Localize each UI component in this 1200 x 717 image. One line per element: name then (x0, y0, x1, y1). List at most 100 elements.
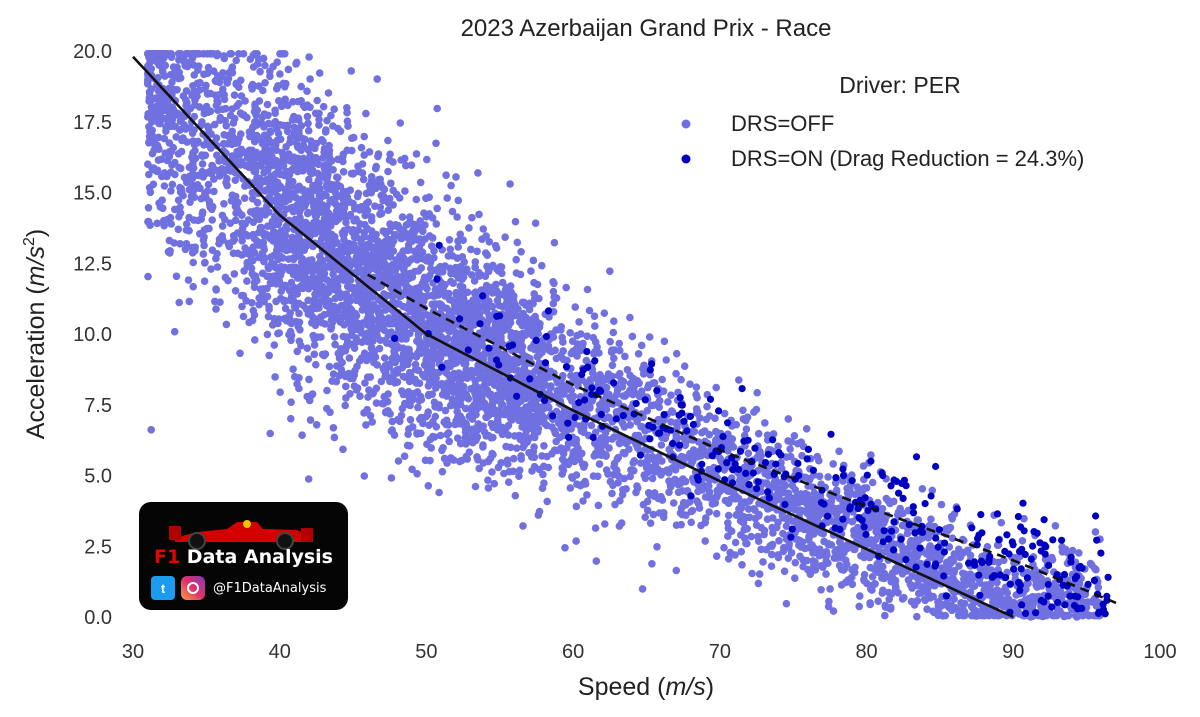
scatter-point (172, 272, 181, 281)
scatter-point (818, 506, 826, 514)
scatter-point (406, 416, 415, 424)
scatter-point (360, 233, 369, 241)
scatter-point (769, 430, 778, 438)
scatter-point (244, 232, 252, 240)
scatter-point (461, 404, 470, 413)
scatter-point (225, 239, 233, 248)
scatter-point (716, 482, 724, 490)
scatter-point (475, 374, 484, 382)
scatter-point (329, 166, 337, 174)
scatter-point (339, 445, 347, 454)
scatter-point (1042, 611, 1051, 620)
scatter-point (247, 252, 255, 261)
scatter-point (556, 433, 564, 442)
scatter-point (881, 611, 889, 620)
scatter-point (732, 420, 741, 429)
scatter-point (379, 364, 388, 373)
scatter-point (994, 541, 1003, 549)
scatter-point (414, 366, 423, 375)
scatter-point (201, 85, 209, 93)
scatter-point (629, 459, 637, 467)
scatter-point (285, 150, 293, 158)
scatter-point (239, 312, 248, 321)
scatter-point (274, 129, 283, 138)
scatter-point (1073, 611, 1081, 620)
scatter-point (655, 397, 664, 405)
scatter-point (331, 340, 339, 349)
scatter-point (468, 213, 476, 222)
scatter-point (705, 508, 713, 516)
scatter-point (163, 156, 171, 165)
scatter-point (577, 330, 585, 338)
scatter-point (529, 256, 538, 265)
scatter-point (594, 501, 603, 510)
scatter-point (253, 60, 262, 68)
scatter-point (648, 474, 657, 483)
scatter-point (743, 413, 752, 422)
scatter-point (312, 360, 320, 369)
scatter-point (610, 317, 618, 326)
scatter-point (297, 82, 306, 91)
scatter-point (239, 291, 248, 300)
scatter-point (672, 566, 681, 575)
scatter-point (279, 79, 288, 88)
scatter-point (1094, 583, 1103, 592)
scatter-point (582, 356, 591, 365)
scatter-point (299, 301, 308, 310)
scatter-point (345, 198, 354, 206)
scatter-point (720, 543, 728, 552)
scatter-point (474, 420, 483, 428)
scatter-point (398, 387, 406, 395)
scatter-point (270, 341, 279, 349)
scatter-point (913, 612, 921, 621)
scatter-point (456, 282, 465, 290)
scatter-point (534, 329, 542, 338)
scatter-point (544, 463, 553, 472)
scatter-point (408, 465, 416, 474)
scatter-point (978, 606, 987, 614)
scatter-point (535, 344, 544, 352)
scatter-point (246, 208, 255, 216)
scatter-point (467, 245, 475, 254)
scatter-point (369, 388, 378, 397)
scatter-point (647, 401, 656, 410)
scatter-point (380, 185, 389, 194)
scatter-point (189, 156, 197, 164)
scatter-point (157, 155, 166, 163)
scatter-point (515, 466, 524, 475)
scatter-point (645, 333, 654, 341)
scatter-point (525, 299, 534, 308)
scatter-point (212, 305, 220, 313)
scatter-point (533, 353, 542, 361)
scatter-point (961, 581, 970, 589)
scatter-point (358, 160, 367, 168)
scatter-point (739, 406, 747, 415)
scatter-point (315, 265, 324, 274)
scatter-point (345, 354, 354, 362)
scatter-point (287, 278, 296, 287)
scatter-point (1030, 574, 1038, 582)
scatter-point (797, 438, 805, 447)
scatter-point (868, 478, 877, 487)
scatter-point (266, 253, 275, 262)
scatter-point (443, 334, 452, 343)
scatter-point (289, 98, 297, 106)
scatter-point (362, 109, 370, 118)
scatter-point (366, 412, 375, 420)
scatter-point (276, 388, 285, 397)
scatter-point (471, 482, 480, 491)
scatter-point (263, 284, 271, 293)
scatter-point (226, 50, 234, 58)
scatter-point (705, 488, 714, 496)
scatter-point (193, 181, 202, 189)
chart-title: 2023 Azerbaijan Grand Prix - Race (461, 15, 832, 42)
scatter-point (144, 110, 152, 118)
scatter-point (304, 208, 313, 217)
scatter-point (517, 339, 525, 348)
scatter-point (325, 236, 333, 245)
scatter-point (667, 391, 675, 400)
scatter-point (957, 599, 965, 607)
scatter-point (356, 392, 364, 401)
scatter-point (784, 554, 793, 562)
scatter-point (951, 578, 960, 587)
